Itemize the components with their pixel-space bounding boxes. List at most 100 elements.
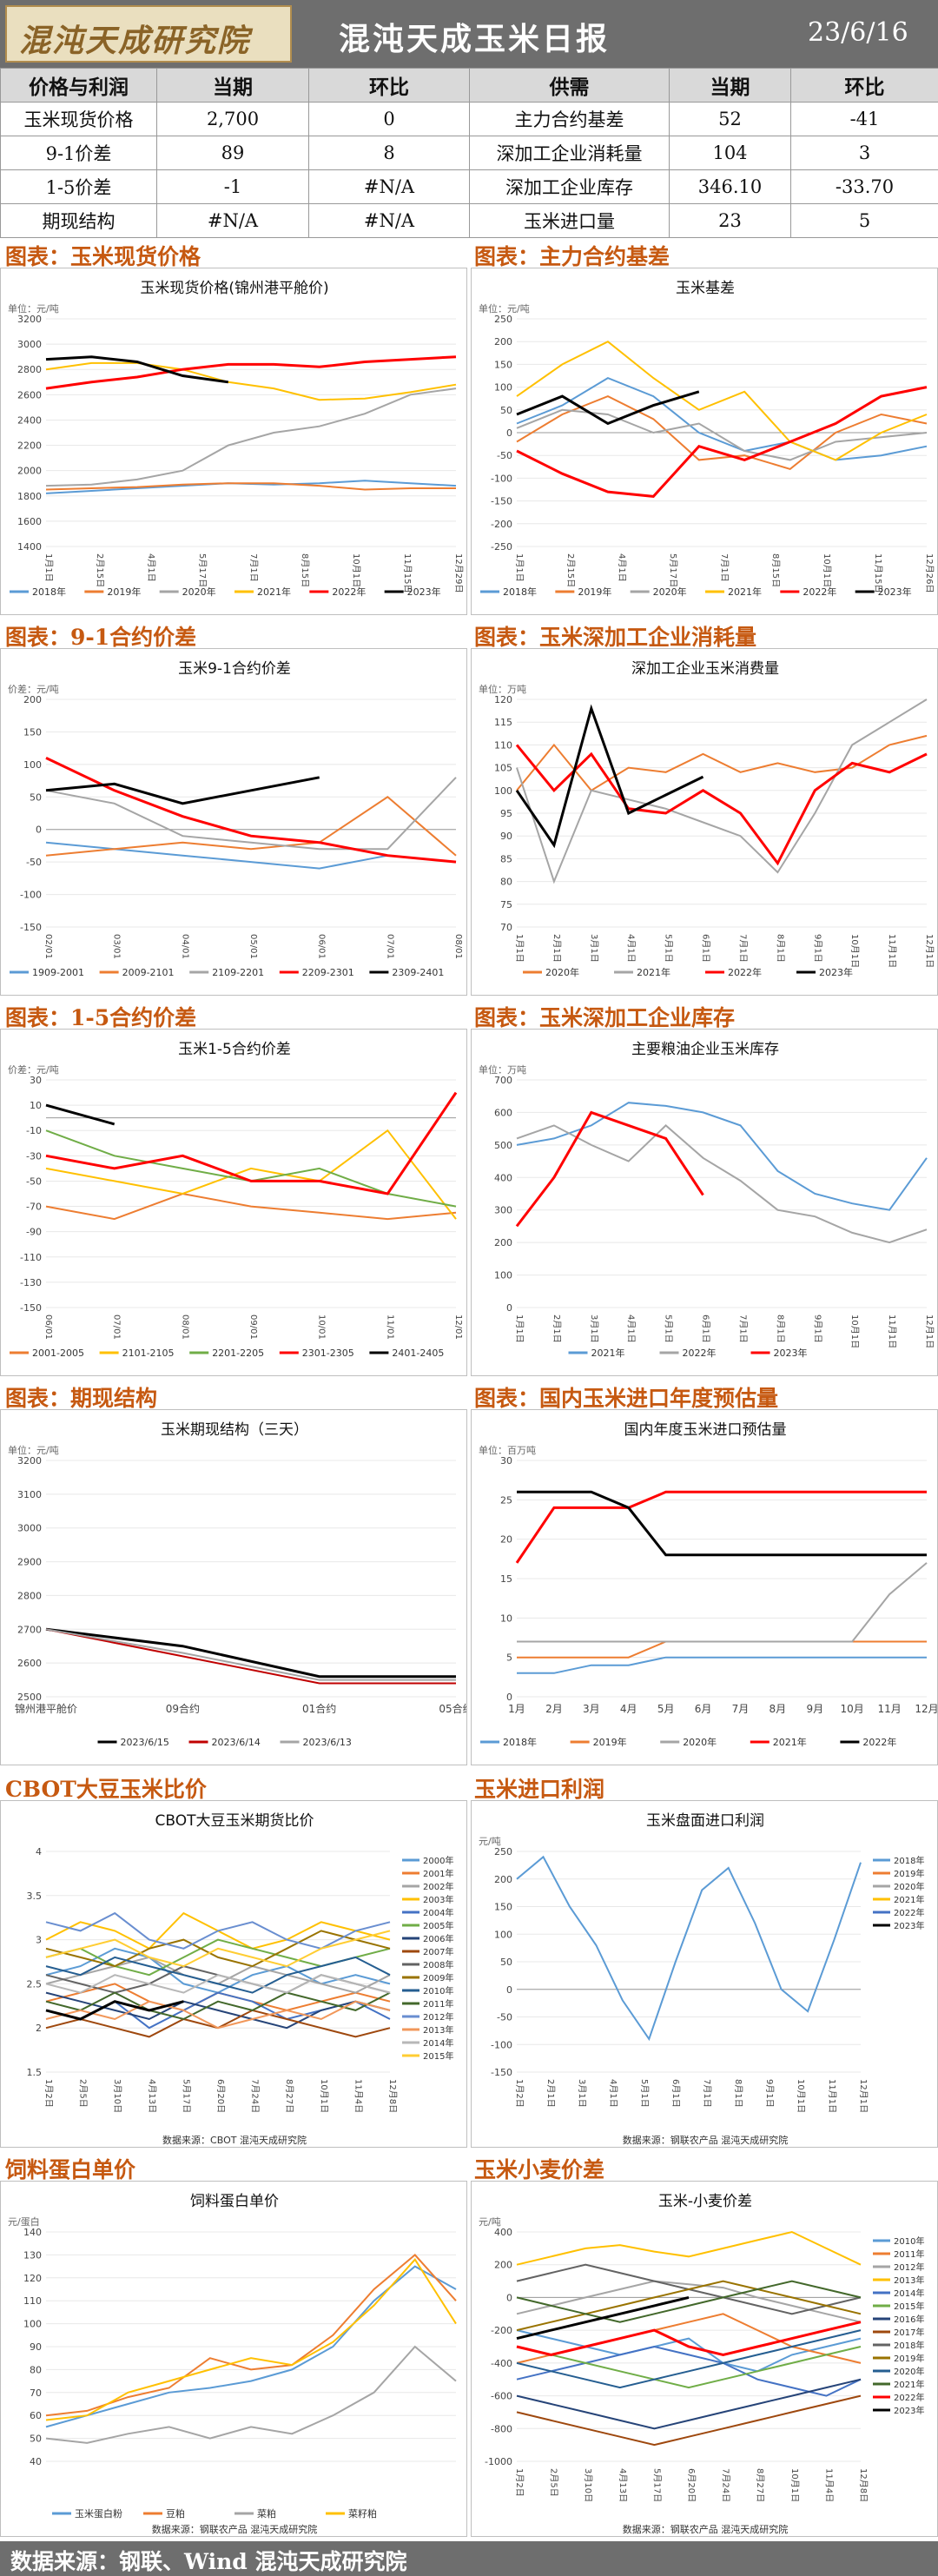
table-header-row: 价格与利润 当期 环比 供需 当期 环比	[0, 68, 938, 103]
x-tick-label: 09/01	[248, 1314, 258, 1340]
legend-label: 2003年	[423, 1894, 453, 1905]
x-tick-label: 5月17日	[668, 553, 678, 587]
x-tick-label: 3月1日	[577, 2079, 587, 2108]
x-tick-label: 2月1日	[552, 1314, 562, 1343]
x-tick-label: 2月	[545, 1703, 563, 1715]
legend-label: 菜籽粕	[348, 2507, 377, 2520]
x-tick-label: 6月1日	[701, 934, 711, 963]
y-tick-label: 3200	[17, 1455, 42, 1467]
section-title-term-structure: 图表：期现结构	[5, 1386, 158, 1411]
report-header: 混沌天成研究院 混沌天成玉米日报 23/6/16	[0, 0, 938, 68]
legend-label: 2014年	[423, 2037, 453, 2049]
series-line	[45, 2000, 184, 2021]
series-line	[45, 2000, 391, 2030]
chart-title: 玉米期现结构（三天）	[161, 1421, 308, 1439]
legend-label: 2011年	[894, 2248, 924, 2260]
legend-label: 豆粕	[166, 2507, 185, 2520]
x-tick-label: 7月24日	[721, 2468, 731, 2502]
legend-label: 2011年	[423, 1998, 453, 2010]
y-tick-label: 5	[506, 1652, 512, 1664]
table-header-cell: 价格与利润	[0, 68, 157, 103]
section-title-corn-wheat: 玉米小麦价差	[474, 2157, 605, 2182]
x-tick-label: 5月1日	[664, 934, 674, 963]
table-cell: 52	[669, 102, 791, 136]
table-cell: 5	[790, 203, 938, 238]
series-line	[45, 1930, 391, 1968]
y-tick-label: 25	[500, 1494, 512, 1506]
chart-panel-import-profit: 玉米盘面进口利润 元/吨 -150 -100 -50 0 50 100 150 200 250 1月2…	[471, 1800, 938, 2148]
x-tick-label: 2月1日	[545, 2079, 556, 2108]
legend-label: 2020年	[683, 1736, 717, 1748]
legend-label: 2020年	[182, 586, 216, 598]
series-line	[45, 777, 457, 851]
y-tick-label: 300	[494, 1205, 512, 1216]
table-header-cell: 环比	[790, 68, 938, 103]
table-header-cell: 环比	[308, 68, 470, 103]
section-title-feed-protein: 饲料蛋白单价	[5, 2157, 136, 2182]
series-line	[517, 1656, 927, 1674]
y-tick-label: 50	[30, 2434, 42, 2445]
legend-label: 2018年	[503, 586, 537, 598]
table-cell: 104	[669, 136, 791, 170]
y-tick-label: 150	[494, 1902, 512, 1913]
series-line	[45, 387, 457, 487]
legend-label: 2309-2401	[392, 967, 444, 978]
legend-label: 2022年	[894, 2392, 924, 2403]
table-row: 1-5价差 -1 #N/A 深加工企业库存 346.10 -33.70	[0, 169, 938, 204]
series-line	[516, 386, 928, 498]
y-tick-label: 30	[500, 1455, 512, 1467]
series-line	[516, 2280, 862, 2323]
x-tick-label: 10月1日	[796, 2079, 806, 2113]
x-tick-label: 02/01	[43, 934, 53, 959]
y-tick-label: 2000	[17, 466, 42, 477]
legend-label: 2021年	[637, 966, 670, 978]
x-tick-label: 11月1日	[827, 2079, 837, 2113]
legend-label: 2013年	[894, 2275, 924, 2286]
legend-label: 2012年	[423, 2011, 453, 2023]
y-tick-label: 100	[23, 759, 42, 771]
x-tick-label: 5月	[657, 1703, 675, 1715]
x-tick-label: 10/01	[317, 1314, 327, 1340]
legend-label: 2020年	[894, 1881, 924, 1892]
legend-label: 2022年	[894, 1907, 924, 1918]
y-tick-label: 100	[494, 1270, 512, 1281]
y-tick-label: -100	[491, 2039, 512, 2050]
x-tick-label: 6月1日	[670, 2079, 681, 2108]
cbot-ratio-chart: CBOT大豆玉米期货比价 1.5 2 2.5 3 3.5 4 1月2日 2月5日 3月10日 4月1…	[27, 1812, 454, 2146]
legend-label: 2005年	[423, 1920, 453, 1931]
x-tick-label: 7月1日	[719, 553, 730, 582]
chart-panel-inventory: 主要粮油企业玉米库存 单位：万吨 0 100 200 300 400 500 600 700 1月1…	[471, 1029, 938, 1376]
chart-panel-import-estimate: 国内年度玉米进口预估量 单位：百万吨 0 5 10 15 20 25 30 1月 2月 3月 4月 5月 6…	[471, 1409, 938, 1765]
x-tick-label: 4月	[620, 1703, 637, 1715]
table-header-cell: 供需	[469, 68, 670, 103]
series-line	[45, 1628, 456, 1685]
chart-title: CBOT大豆玉米期货比价	[155, 1812, 314, 1830]
legend-label: 2015年	[894, 2301, 924, 2312]
legend-label: 2001年	[423, 1868, 453, 1879]
term-structure-chart: 玉米期现结构（三天） 单位：元/吨 2500 2600 2700 2800 2900 3000…	[8, 1421, 466, 1748]
x-tick-label: 06/01	[317, 934, 327, 959]
y-tick-label: 85	[500, 853, 512, 864]
table-header-cell: 当期	[669, 68, 791, 103]
legend-label: 2101-2105	[122, 1348, 175, 1359]
y-tick-label: -130	[20, 1277, 42, 1288]
y-tick-label: 95	[500, 808, 512, 819]
table-cell: -1	[156, 169, 309, 204]
chart-title: 饲料蛋白单价	[190, 2193, 279, 2210]
x-tick-label: 8月1日	[733, 2079, 743, 2108]
x-tick-label: 6月20日	[686, 2468, 697, 2502]
x-tick-label: 07/01	[385, 934, 394, 959]
x-tick-label: 1月1日	[514, 934, 525, 963]
legend-label: 2010年	[423, 1985, 453, 1997]
x-tick-label: 8月	[770, 1703, 787, 1715]
section-title-cbot-ratio: CBOT大豆玉米比价	[5, 1777, 207, 1802]
table-cell: 3	[790, 136, 938, 170]
legend-label: 2006年	[423, 1933, 453, 1944]
x-tick-label: 10月1日	[822, 553, 832, 587]
y-tick-label: 30	[30, 1075, 42, 1086]
x-tick-label: 6月20日	[215, 2079, 226, 2113]
y-tick-label: -150	[20, 922, 42, 933]
y-tick-label: 1600	[17, 516, 42, 527]
